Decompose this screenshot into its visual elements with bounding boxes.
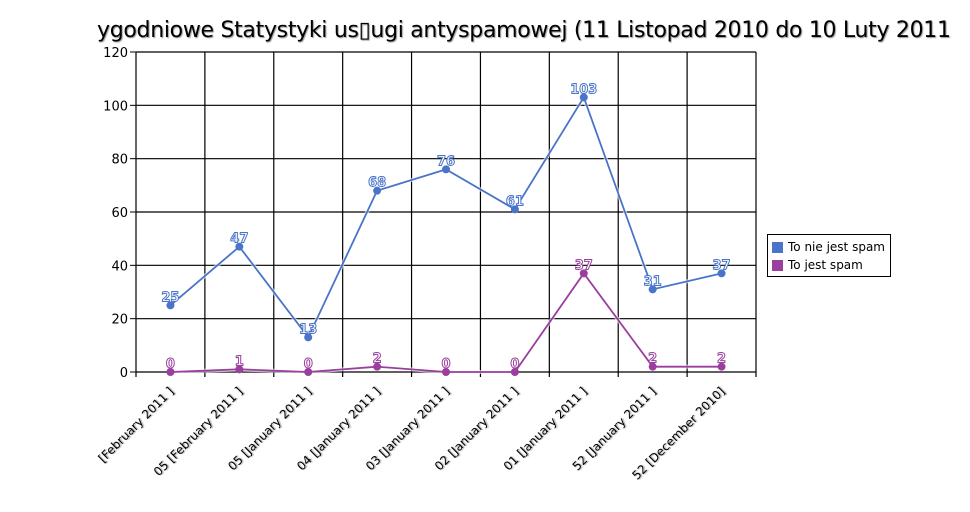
data-point bbox=[510, 205, 519, 214]
y-tick-label: 0 bbox=[120, 366, 128, 381]
data-point bbox=[235, 365, 244, 374]
data-label: 68 bbox=[368, 176, 386, 191]
data-point bbox=[510, 368, 519, 376]
data-label: 61 bbox=[506, 194, 524, 209]
y-tick-label: 80 bbox=[111, 153, 128, 168]
data-point bbox=[442, 368, 450, 376]
data-point bbox=[717, 269, 726, 278]
chart-grid bbox=[135, 51, 757, 377]
data-point bbox=[579, 93, 588, 102]
chart-series: 25 47 13 68 76 61 103 31 37 0 1 0 2 0 0 37 2 2 bbox=[161, 82, 731, 376]
data-label: 1 bbox=[235, 354, 244, 369]
data-point bbox=[304, 368, 313, 376]
data-point bbox=[442, 165, 450, 174]
data-point bbox=[235, 242, 244, 251]
data-label: 47 bbox=[230, 232, 248, 247]
data-point bbox=[304, 333, 313, 342]
legend-item-not-spam: To nie jest spam bbox=[772, 238, 886, 256]
chart-title: ygodniowe Statystyki us▯ugi antyspamowej… bbox=[97, 18, 951, 43]
data-label: 37 bbox=[713, 258, 731, 273]
data-point bbox=[579, 269, 588, 278]
data-label: 31 bbox=[644, 274, 662, 289]
data-label: 0 bbox=[441, 357, 450, 372]
data-label: 2 bbox=[648, 352, 657, 367]
x-tick-label: [February 2011 ] bbox=[95, 384, 176, 465]
legend-label: To nie jest spam bbox=[788, 240, 885, 254]
y-tick-label: 60 bbox=[111, 206, 128, 221]
series-line-not-spam bbox=[169, 95, 722, 340]
data-point bbox=[717, 362, 726, 371]
data-point bbox=[648, 362, 657, 371]
data-point bbox=[166, 301, 175, 310]
data-label: 103 bbox=[570, 82, 597, 97]
data-label: 76 bbox=[437, 154, 455, 169]
x-axis: [February 2011 ]05 [February 2011 ]05 [J… bbox=[95, 384, 727, 482]
data-point bbox=[373, 186, 382, 195]
data-label: 0 bbox=[510, 357, 519, 372]
legend-swatch-not-spam bbox=[772, 241, 783, 253]
data-label: 0 bbox=[166, 357, 175, 372]
data-label: 37 bbox=[575, 258, 593, 273]
chart-legend: To nie jest spam To jest spam bbox=[767, 234, 891, 277]
data-point bbox=[648, 285, 657, 294]
y-tick-label: 100 bbox=[103, 99, 128, 114]
y-tick-label: 40 bbox=[111, 259, 128, 274]
legend-swatch-spam bbox=[772, 259, 783, 271]
legend-item-spam: To jest spam bbox=[772, 256, 886, 274]
data-label: 0 bbox=[304, 357, 313, 372]
data-label: 2 bbox=[373, 352, 382, 367]
y-axis: 0 20 40 60 80 100 120 bbox=[103, 46, 136, 381]
data-label: 2 bbox=[717, 352, 726, 367]
data-label: 13 bbox=[299, 322, 317, 337]
y-tick-label: 120 bbox=[103, 46, 128, 61]
data-point bbox=[373, 362, 382, 371]
data-point bbox=[166, 368, 175, 376]
series-line-shadow bbox=[169, 92, 723, 342]
legend-label: To jest spam bbox=[788, 258, 863, 272]
data-label: 25 bbox=[161, 290, 179, 305]
y-tick-label: 20 bbox=[111, 313, 128, 328]
